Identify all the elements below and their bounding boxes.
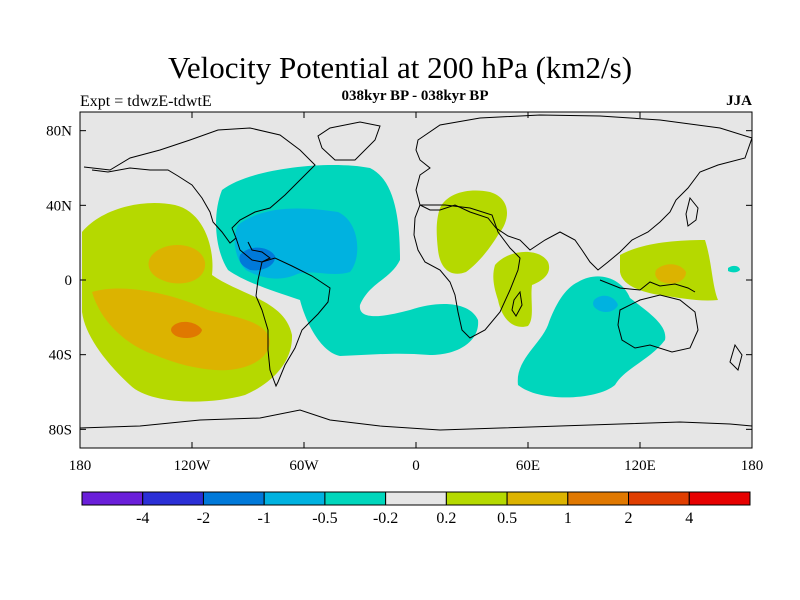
lon-tick-label: 120W xyxy=(174,458,212,474)
contour-fill-indian-low xyxy=(517,276,666,398)
map-subtitle: 038kyr BP - 038kyr BP xyxy=(341,88,489,104)
coast-new-zealand xyxy=(729,343,743,371)
season-label: JJA xyxy=(726,93,752,109)
colorbar-label: 0.5 xyxy=(497,510,517,527)
colorbar-label: -0.5 xyxy=(312,510,337,527)
lon-tick-label: 60E xyxy=(516,458,540,474)
contour-fill-africa-low xyxy=(436,190,508,274)
colorbar-box xyxy=(324,491,387,506)
experiment-label: Expt = tdwzE-tdwtE xyxy=(80,93,212,110)
colorbar: -4 -2 -1 -0.5 -0.2 0.2 0.5 1 2 4 xyxy=(81,491,751,527)
lat-tick-label: 80N xyxy=(46,124,72,140)
contour-fill-indian-mid xyxy=(593,295,618,313)
colorbar-box xyxy=(142,491,204,506)
coast-australia xyxy=(617,294,699,353)
lon-tick-label: 60W xyxy=(289,458,319,474)
map-title: Velocity Potential at 200 hPa (km2/s) xyxy=(167,50,633,85)
contour-fill-pacific-high xyxy=(171,321,202,338)
contour-fill-pacific-mid-north xyxy=(148,244,206,284)
contour-fill-maritime-mid xyxy=(655,264,686,284)
colorbar-label: 2 xyxy=(625,510,633,527)
contour-fill-layer xyxy=(82,164,740,402)
colorbar-box xyxy=(506,491,569,506)
colorbar-label: 0.2 xyxy=(436,510,456,527)
colorbar-label: 1 xyxy=(564,510,572,527)
contour-fill-arabia-low xyxy=(493,251,550,327)
coast-japan xyxy=(685,196,699,227)
lon-tick-label: 0 xyxy=(412,458,420,474)
colorbar-label: -2 xyxy=(197,510,210,527)
colorbar-box xyxy=(202,491,265,506)
axis-ticks: 180 120W 60W 0 60E 120E 180 80N 40N 0 40S 80S xyxy=(46,112,763,474)
coast-north-america xyxy=(83,127,316,244)
lat-tick-label: 0 xyxy=(65,273,73,289)
lon-tick-label: 180 xyxy=(741,458,764,474)
lat-tick-label: 40S xyxy=(49,348,72,364)
coast-south-america xyxy=(255,257,331,388)
coast-indonesia xyxy=(599,279,696,293)
colorbar-box xyxy=(567,491,630,506)
coast-antarctica xyxy=(80,409,752,431)
contour-fill-caribbean-core xyxy=(239,247,276,271)
coast-africa xyxy=(413,204,521,339)
colorbar-label: -4 xyxy=(136,510,149,527)
lat-tick-label: 80S xyxy=(49,422,72,438)
colorbar-label: -0.2 xyxy=(373,510,398,527)
colorbar-box xyxy=(628,491,690,506)
colorbar-box xyxy=(263,491,326,506)
coast-greenland xyxy=(317,121,381,161)
lon-tick-label: 180 xyxy=(69,458,92,474)
colorbar-label: 4 xyxy=(685,510,693,527)
colorbar-box xyxy=(385,491,447,506)
colorbar-label: -1 xyxy=(258,510,271,527)
colorbar-box xyxy=(688,491,751,506)
coast-madagascar xyxy=(511,290,523,317)
colorbar-box xyxy=(445,491,508,506)
colorbar-box xyxy=(81,491,144,506)
lon-tick-label: 120E xyxy=(624,458,656,474)
lat-tick-label: 40N xyxy=(46,198,72,214)
coast-central-america xyxy=(235,237,271,263)
coastline-layer xyxy=(80,114,752,431)
coast-eurasia xyxy=(415,114,752,271)
contour-fill-pacific-east-spot xyxy=(728,265,740,273)
